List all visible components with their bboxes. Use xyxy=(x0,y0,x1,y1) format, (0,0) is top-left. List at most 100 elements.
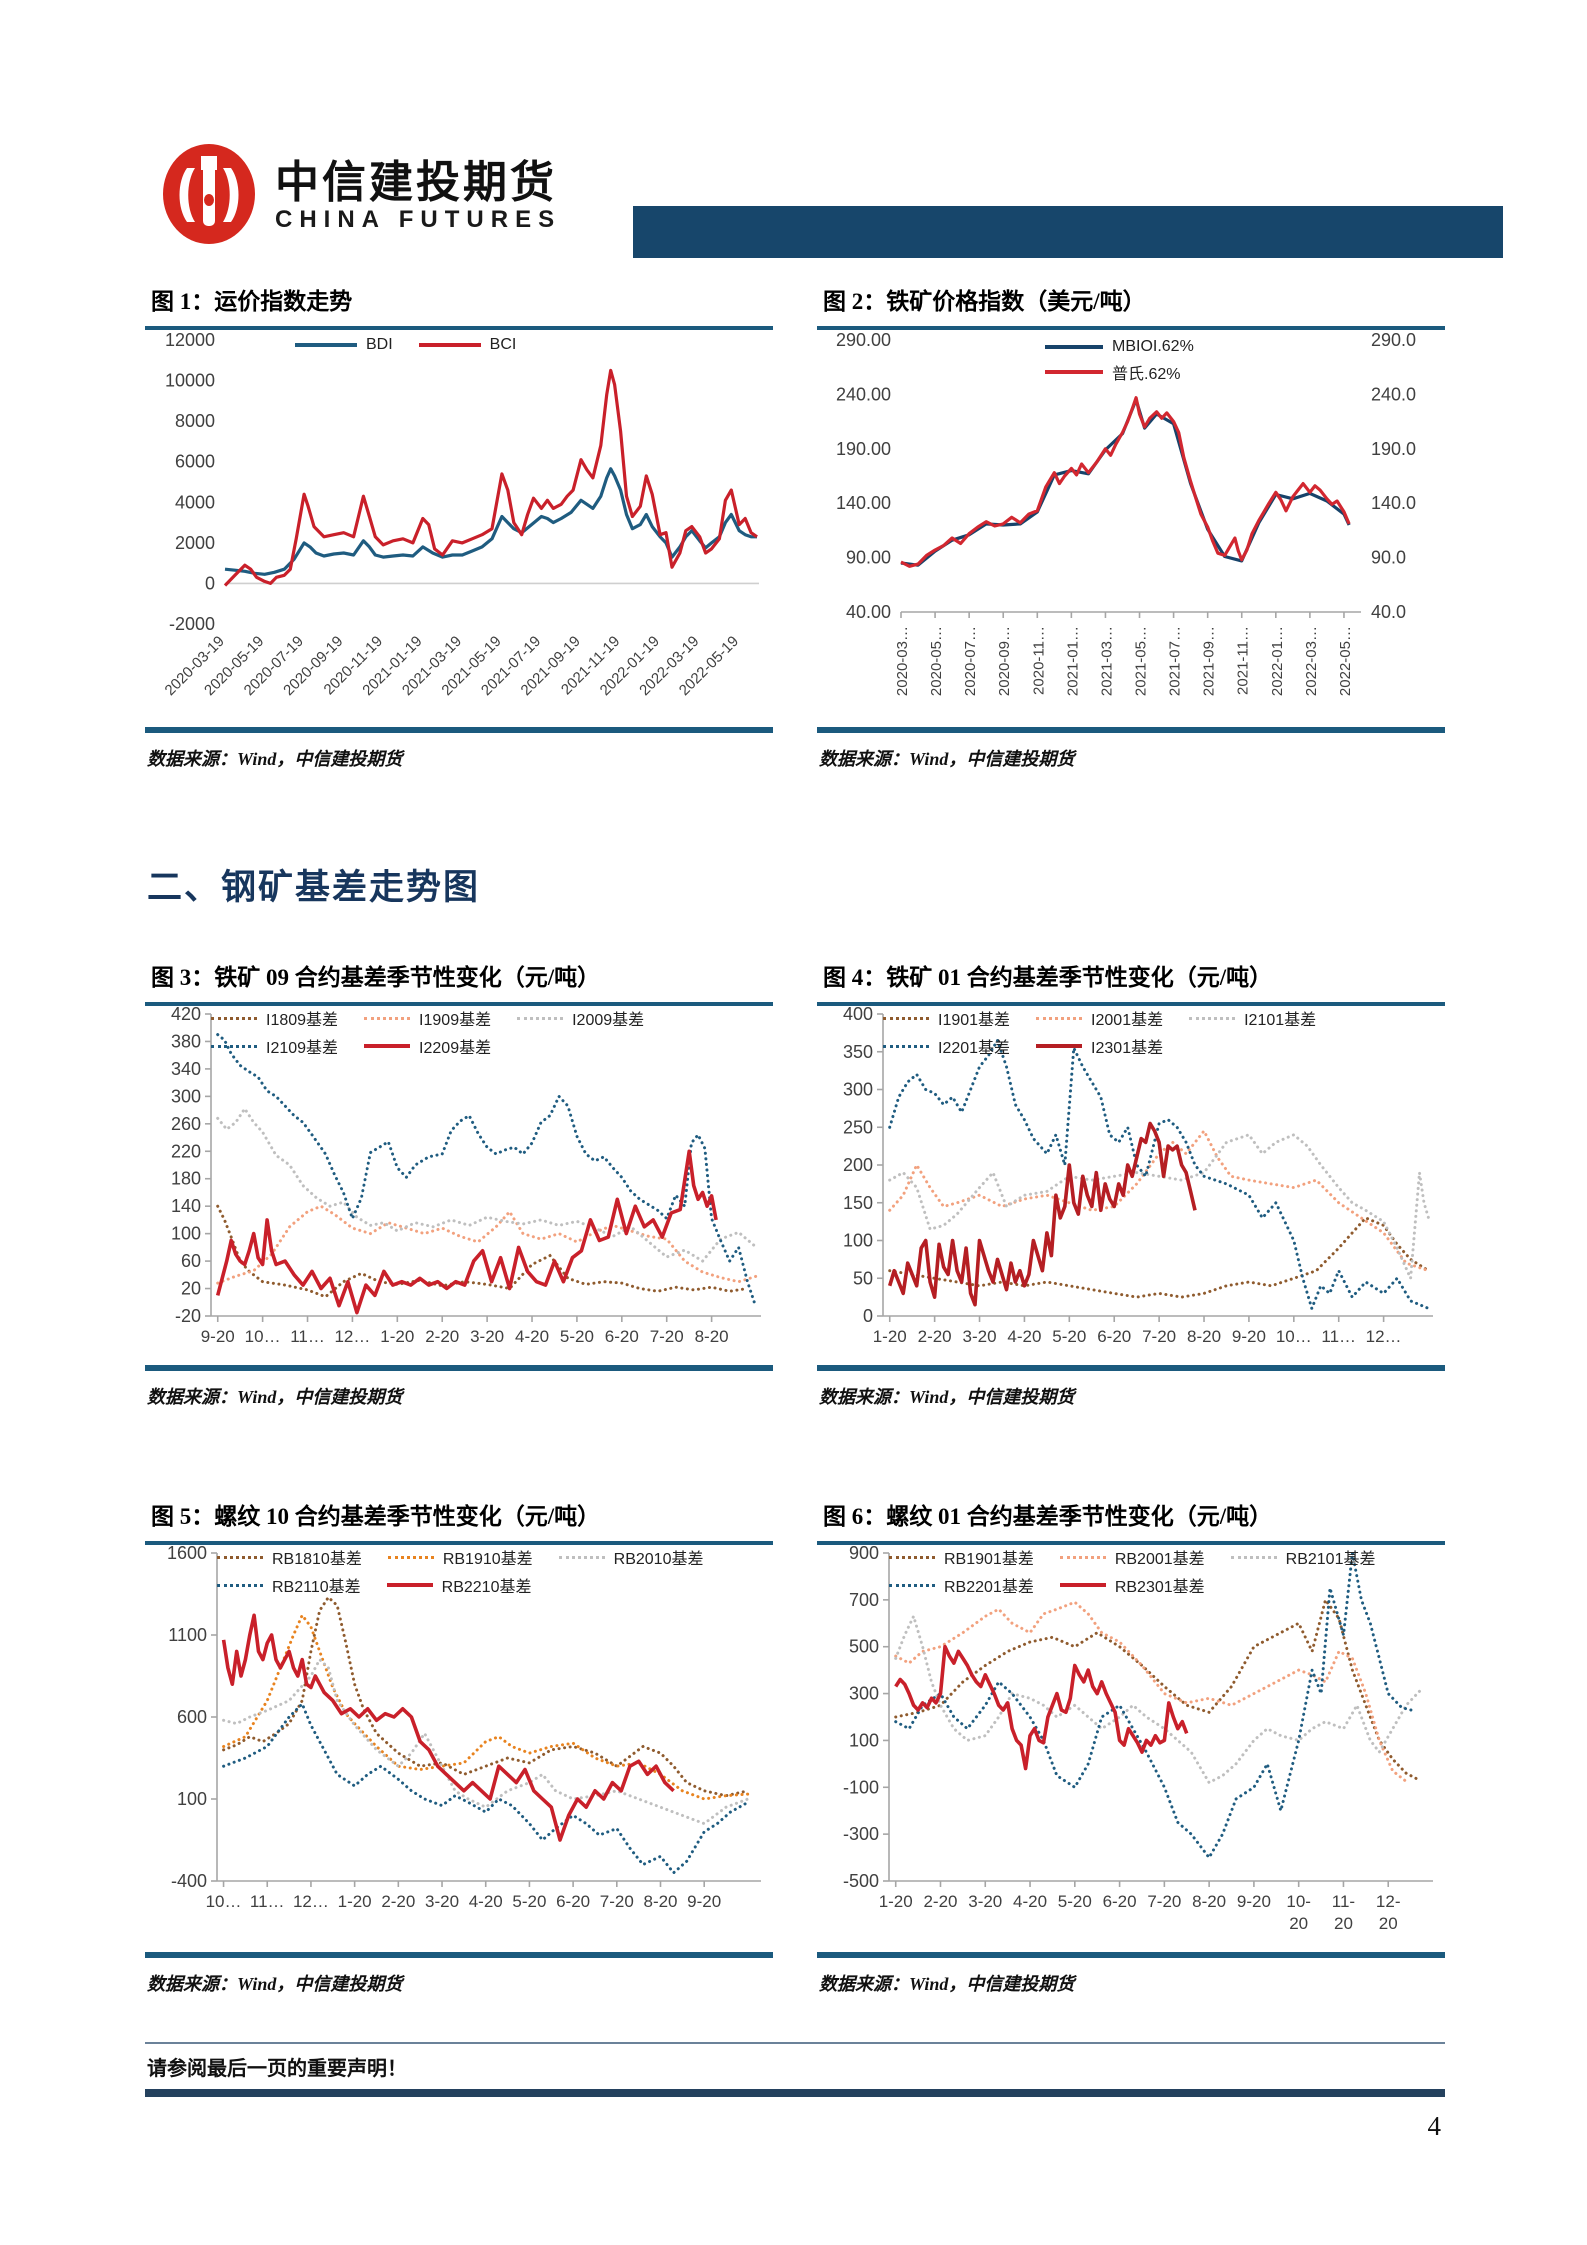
svg-text:2021-03…: 2021-03… xyxy=(1098,626,1115,696)
chart-rebar-01-basis: RB1901基差 RB2001基差 RB2101基差 RB2201基差 RB2301基差… xyxy=(817,1543,1445,1950)
figure-5-bottom-rule xyxy=(145,1952,773,1958)
legend-swatch-line xyxy=(1036,1016,1083,1020)
svg-text:9-20: 9-20 xyxy=(201,1327,235,1346)
svg-text:-500: -500 xyxy=(843,1871,879,1891)
svg-text:11…: 11… xyxy=(250,1892,285,1911)
figure-row-2: 图 3：铁矿 09 合约基差季节性变化（元/吨） I1809基差 I1909基差 I… xyxy=(145,956,1445,1409)
legend-label: I2101基差 xyxy=(1244,1012,1317,1029)
svg-text:10…: 10… xyxy=(1276,1327,1312,1346)
svg-text:2021-01…: 2021-01… xyxy=(1064,626,1081,696)
svg-text:7-20: 7-20 xyxy=(1147,1892,1181,1911)
svg-text:300: 300 xyxy=(849,1684,879,1704)
fig4-svg: 400 350 300 250 200 150 100 50 01-20 2-20 3-20 4-20… xyxy=(843,1004,1433,1346)
figure-2-source: 数据来源：Wind，中信建投期货 xyxy=(819,749,1075,769)
svg-text:340: 340 xyxy=(171,1059,201,1079)
legend-label: RB1910基差 xyxy=(442,1551,533,1568)
footer-thick-divider xyxy=(145,2089,1445,2097)
svg-text:3-20: 3-20 xyxy=(963,1327,997,1346)
chart-iron-01-basis: I1901基差 I2001基差 I2101基差 I2201基差 I2301基差 400 35… xyxy=(817,1004,1445,1363)
legend-item: RB2210基差 xyxy=(386,1573,532,1597)
legend-label: I1809基差 xyxy=(266,1012,339,1029)
chart-legend: I1809基差 I1909基差 I2009基差 I2109基差 I2209基差 xyxy=(211,1006,759,1058)
footer-thin-divider xyxy=(145,2042,1445,2044)
svg-text:7-20: 7-20 xyxy=(650,1327,684,1346)
svg-text:290.00: 290.00 xyxy=(836,330,891,350)
header-navy-bar xyxy=(633,206,1503,258)
legend-label: BCI xyxy=(489,336,517,353)
figure-4-top-rule xyxy=(817,1002,1445,1006)
svg-text:2020-05…: 2020-05… xyxy=(928,626,945,696)
svg-text:2-20: 2-20 xyxy=(381,1892,415,1911)
svg-text:10000: 10000 xyxy=(165,371,215,391)
legend-item: 普氏.62% xyxy=(1045,360,1180,384)
svg-text:500: 500 xyxy=(849,1637,879,1657)
svg-text:2-20: 2-20 xyxy=(425,1327,459,1346)
series-I2301基差 xyxy=(887,1121,1197,1307)
legend-swatch-line xyxy=(558,1555,605,1559)
legend-label: I2009基差 xyxy=(572,1012,645,1029)
figure-6-bottom-rule xyxy=(817,1952,1445,1958)
svg-text:90.00: 90.00 xyxy=(846,548,891,568)
legend-label: MBIOI.62% xyxy=(1112,338,1194,355)
svg-text:12…: 12… xyxy=(334,1327,370,1346)
svg-text:2020-03…: 2020-03… xyxy=(894,626,911,696)
svg-text:10…: 10… xyxy=(245,1327,281,1346)
series-RB1901基差 xyxy=(894,1596,1422,1782)
legend-label: I2201基差 xyxy=(938,1040,1011,1057)
svg-text:6000: 6000 xyxy=(175,452,215,472)
page-header: 中信建投期货 CHINA FUTURES xyxy=(145,142,1503,260)
svg-text:12…: 12… xyxy=(1366,1327,1402,1346)
svg-text:2-20: 2-20 xyxy=(923,1892,957,1911)
legend-item: MBIOI.62% xyxy=(1045,338,1194,356)
legend-label: RB2210基差 xyxy=(441,1579,532,1596)
series-RB2110基差 xyxy=(222,1701,750,1875)
figure-5-title: 图 5：螺纹 10 合约基差季节性变化（元/吨） xyxy=(151,1504,601,1529)
series-BCI xyxy=(223,368,758,587)
legend-label: RB2101基差 xyxy=(1285,1551,1376,1568)
legend-item: I2201基差 xyxy=(883,1034,1010,1058)
svg-text:11…: 11… xyxy=(1321,1327,1356,1346)
svg-text:290.0: 290.0 xyxy=(1371,330,1416,350)
figure-4-source: 数据来源：Wind，中信建投期货 xyxy=(819,1387,1075,1407)
legend-item: RB2201基差 xyxy=(889,1573,1034,1597)
svg-text:4-20: 4-20 xyxy=(1013,1892,1047,1911)
series-I1901基差 xyxy=(888,1216,1430,1299)
svg-text:8-20: 8-20 xyxy=(695,1327,729,1346)
legend-item: RB2110基差 xyxy=(217,1573,361,1597)
svg-text:300: 300 xyxy=(843,1080,873,1100)
svg-text:9-20: 9-20 xyxy=(1232,1327,1266,1346)
svg-text:1-20: 1-20 xyxy=(338,1892,372,1911)
page-number: 4 xyxy=(1427,2111,1442,2141)
svg-text:10…: 10… xyxy=(206,1892,242,1911)
svg-text:240.00: 240.00 xyxy=(836,384,891,404)
legend-label: I1901基差 xyxy=(938,1012,1011,1029)
svg-text:100: 100 xyxy=(843,1231,873,1251)
legend-label: BDI xyxy=(366,336,393,353)
legend-item: BCI xyxy=(418,336,517,354)
svg-text:2022-03…: 2022-03… xyxy=(1303,626,1320,696)
svg-text:2020-11…: 2020-11… xyxy=(1030,626,1047,695)
legend-swatch-line xyxy=(1059,1555,1106,1559)
legend-swatch-line xyxy=(889,1555,935,1559)
legend-label: RB2001基差 xyxy=(1114,1551,1205,1568)
figure-5-source: 数据来源：Wind，中信建投期货 xyxy=(147,1974,403,1994)
svg-text:6-20: 6-20 xyxy=(605,1327,639,1346)
page-footer: 请参阅最后一页的重要声明！ 4 xyxy=(145,2042,1445,2142)
section-title: 二、钢矿基差走势图 xyxy=(147,868,481,907)
logo-english-name: CHINA FUTURES xyxy=(275,206,562,234)
legend-swatch-line xyxy=(211,1044,257,1048)
svg-text:350: 350 xyxy=(843,1042,873,1062)
figure-6: 图 6：螺纹 01 合约基差季节性变化（元/吨） RB1901基差 RB2001基… xyxy=(817,1495,1445,1996)
legend-swatch-line xyxy=(883,1044,929,1048)
svg-text:9-20: 9-20 xyxy=(687,1892,721,1911)
svg-text:150: 150 xyxy=(843,1193,873,1213)
svg-text:190.0: 190.0 xyxy=(1371,439,1416,459)
svg-text:140: 140 xyxy=(171,1196,201,1216)
citic-emblem-icon xyxy=(157,142,261,251)
legend-label: RB2010基差 xyxy=(613,1551,704,1568)
fig1-svg: 120001000080006000400020000-20002020-03-… xyxy=(162,330,759,699)
figure-3-top-rule xyxy=(145,1002,773,1006)
svg-text:2-20: 2-20 xyxy=(918,1327,952,1346)
legend-swatch-line xyxy=(386,1583,433,1587)
